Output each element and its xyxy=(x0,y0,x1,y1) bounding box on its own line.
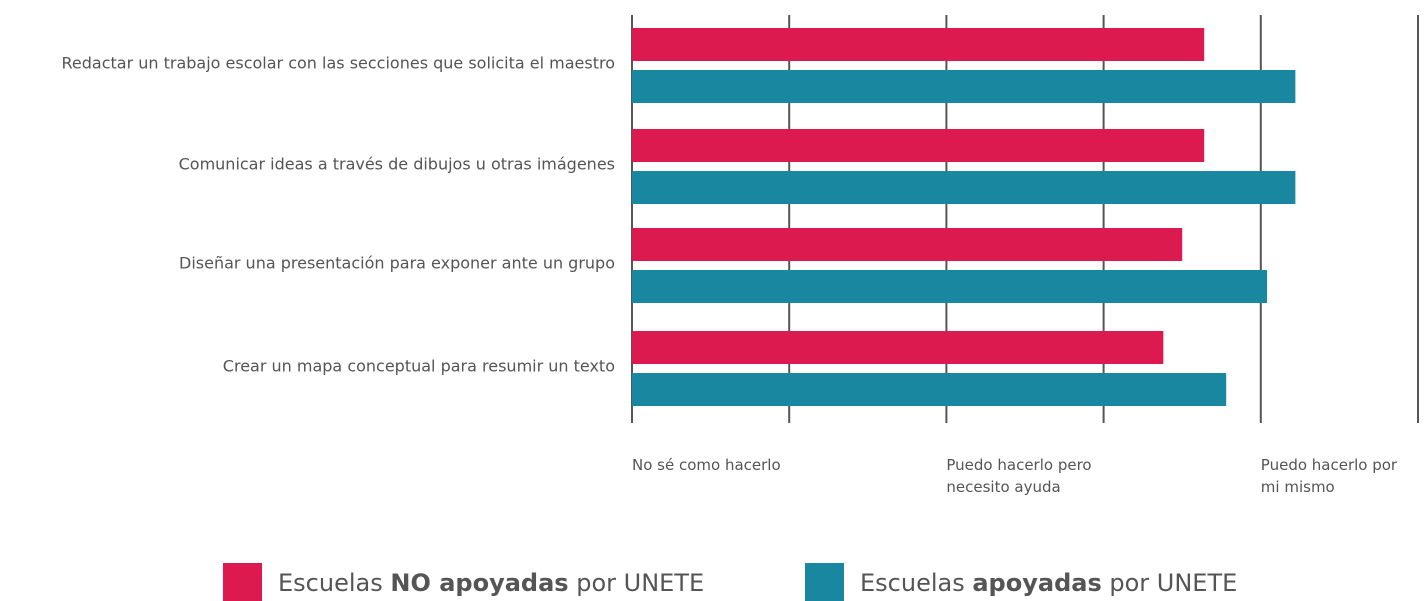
bar xyxy=(632,28,1205,61)
legend-label-part: Escuelas xyxy=(278,569,390,597)
x-tick-label: No sé como hacerlo xyxy=(632,456,781,474)
x-tick-label: Puedo hacerlo pero necesito ayuda xyxy=(946,456,1092,496)
bar xyxy=(632,373,1227,406)
legend-label-part: apoyadas xyxy=(972,569,1101,597)
legend-label-part: por UNETE xyxy=(1102,569,1238,597)
y-tick-label: Redactar un trabajo escolar con las secc… xyxy=(61,54,615,73)
bar xyxy=(632,270,1268,303)
y-tick-label: Comunicar ideas a través de dibujos u ot… xyxy=(179,155,615,174)
bar xyxy=(632,228,1183,261)
legend-swatch xyxy=(805,563,844,601)
y-tick-label: Diseñar una presentación para exponer an… xyxy=(179,254,615,273)
legend-label-part: por UNETE xyxy=(569,569,705,597)
legend-label: Escuelas NO apoyadas por UNETE xyxy=(278,569,704,597)
x-tick-label: Puedo hacerlo por mi mismo xyxy=(1260,456,1398,496)
legend-swatch xyxy=(223,563,262,601)
legend-label-part: NO apoyadas xyxy=(390,569,568,597)
legend-label: Escuelas apoyadas por UNETE xyxy=(860,569,1237,597)
legend-label-part: Escuelas xyxy=(860,569,972,597)
y-tick-label: Crear un mapa conceptual para resumir un… xyxy=(223,357,615,376)
bar xyxy=(632,171,1296,204)
bar xyxy=(632,331,1164,364)
bar xyxy=(632,70,1296,103)
bar xyxy=(632,129,1205,162)
